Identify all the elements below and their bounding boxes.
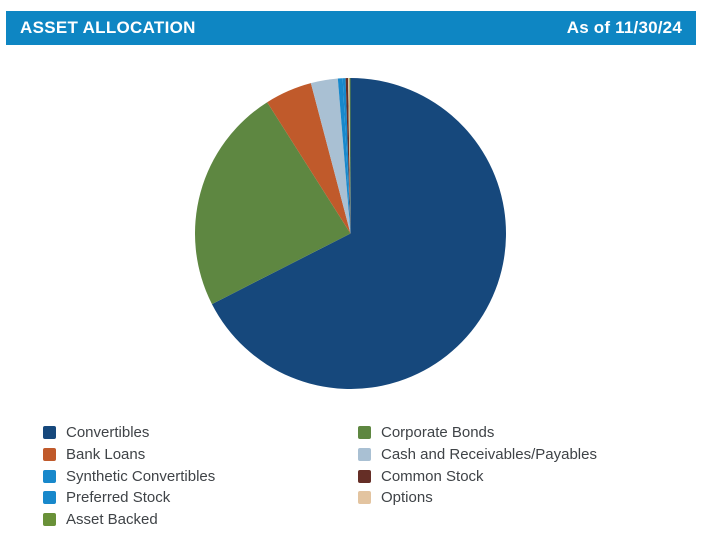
pie-chart: [195, 78, 506, 389]
legend-swatch-convertibles: [43, 426, 56, 440]
legend-swatch-common-stock: [358, 469, 371, 483]
legend-swatch-bank-loans: [43, 448, 56, 462]
as-of-date: As of 11/30/24: [566, 18, 682, 37]
pie-slice-convertibles: [211, 78, 506, 389]
legend-item-options: Options: [358, 487, 597, 509]
legend-item-asset-backed: Asset Backed: [43, 509, 215, 531]
legend-item-bank-loans: Bank Loans: [43, 444, 215, 466]
legend-label-common-stock: Common Stock: [381, 467, 484, 485]
legend-label-convertibles: Convertibles: [66, 424, 150, 442]
pie-slice-cash-and-receivables-payables: [310, 78, 351, 234]
legend-item-synthetic-convertibles: Synthetic Convertibles: [43, 465, 215, 487]
legend-item-corporate-bonds: Corporate Bonds: [358, 422, 597, 444]
pie-slice-asset-backed: [349, 78, 351, 234]
legend-swatch-preferred-stock: [43, 491, 56, 505]
legend-label-bank-loans: Bank Loans: [66, 446, 146, 464]
legend-item-convertibles: Convertibles: [43, 422, 215, 444]
pie-slice-synthetic-convertibles: [337, 78, 351, 234]
pie-slice-options: [348, 78, 351, 234]
pie-slice-preferred-stock: [342, 78, 351, 234]
legend-swatch-asset-backed: [43, 513, 56, 527]
legend-label-corporate-bonds: Corporate Bonds: [381, 424, 495, 442]
legend-swatch-corporate-bonds: [358, 426, 371, 440]
legend-label-synthetic-convertibles: Synthetic Convertibles: [66, 467, 216, 485]
section-header: ASSET ALLOCATION As of 11/30/24: [6, 11, 696, 45]
legend-swatch-synthetic-convertibles: [43, 469, 56, 483]
pie-svg: [195, 78, 506, 389]
pie-slice-common-stock: [345, 78, 351, 234]
legend-label-asset-backed: Asset Backed: [66, 511, 158, 529]
legend-swatch-cash-and-receivables-payables: [358, 448, 371, 462]
legend-label-cash-and-receivables-payables: Cash and Receivables/Payables: [381, 446, 597, 464]
legend-label-preferred-stock: Preferred Stock: [66, 489, 171, 507]
legend-column-left: Convertibles Bank Loans Synthetic Conver…: [43, 422, 215, 530]
legend-item-preferred-stock: Preferred Stock: [43, 487, 215, 509]
legend-swatch-options: [358, 491, 371, 505]
section-title: ASSET ALLOCATION: [20, 18, 196, 37]
legend-label-options: Options: [381, 489, 433, 507]
pie-slice-corporate-bonds: [195, 102, 351, 305]
pie-slice-bank-loans: [267, 83, 351, 234]
legend-item-common-stock: Common Stock: [358, 465, 597, 487]
legend-item-cash-and-receivables-payables: Cash and Receivables/Payables: [358, 444, 597, 466]
legend-column-right: Corporate Bonds Cash and Receivables/Pay…: [358, 422, 597, 509]
